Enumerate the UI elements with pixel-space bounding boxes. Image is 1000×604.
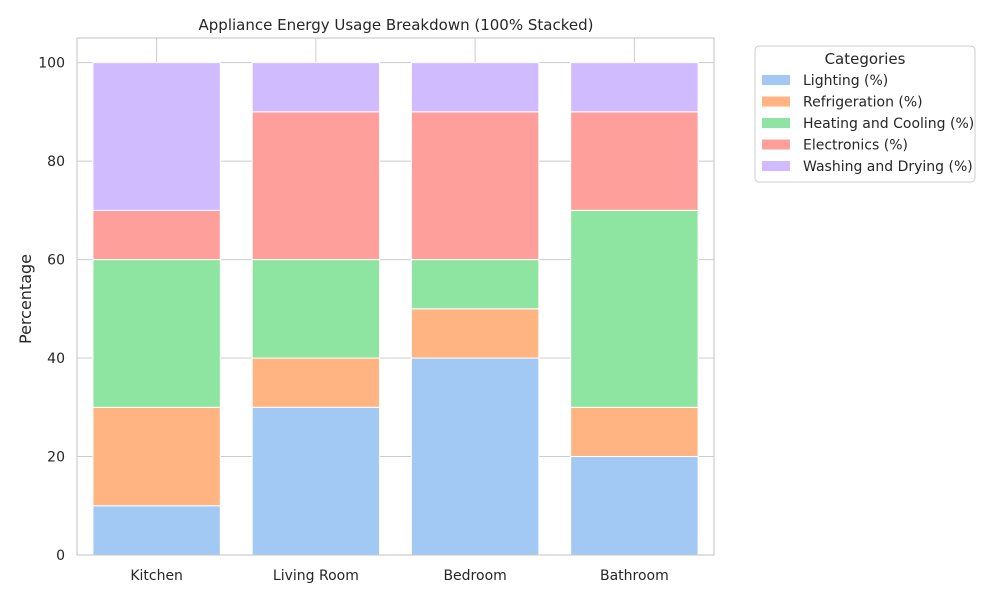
legend-frame (754, 45, 976, 183)
bar-segment (251, 259, 381, 359)
legend-label: Electronics (%) (803, 138, 908, 154)
bar-segment (251, 357, 381, 408)
y-tick-label: 40 (47, 351, 65, 367)
bar-segment (92, 505, 221, 556)
chart-title: Appliance Energy Usage Breakdown (100% S… (199, 16, 594, 34)
legend-label: Refrigeration (%) (803, 95, 923, 111)
bar-segment (570, 62, 699, 113)
legend-swatch (762, 96, 790, 107)
plot-frame (76, 37, 715, 556)
bar-segment (570, 406, 699, 458)
bar-segment (570, 456, 699, 556)
bar-segment (570, 111, 699, 211)
legend-label: Heating and Cooling (%) (803, 116, 974, 132)
bar-segment (92, 62, 221, 211)
y-tick-label: 20 (47, 450, 65, 466)
bar-segment (410, 357, 540, 556)
legend-label: Lighting (%) (803, 73, 888, 89)
x-tick-label: Bathroom (600, 568, 669, 584)
legend-swatch (762, 75, 790, 85)
x-tick-label: Living Room (273, 568, 359, 584)
bar-segment (410, 62, 540, 113)
bar-segment (410, 111, 540, 261)
legend-title: Categories (825, 50, 906, 68)
x-tick-label: Bedroom (443, 568, 506, 584)
bar-segment (410, 259, 540, 310)
bars (92, 62, 699, 556)
legend: Categories Lighting (%) Refrigeration (%)… (754, 45, 976, 183)
y-axis-title: Percentage (16, 254, 35, 344)
bar-segment (92, 209, 221, 261)
bar-segment (251, 406, 381, 556)
y-tick-label: 0 (56, 548, 65, 564)
bar-segment (410, 308, 540, 359)
bar-segment (92, 406, 221, 507)
legend-swatch (762, 161, 790, 171)
bar-segment (251, 62, 381, 113)
legend-swatch (762, 118, 790, 128)
x-tick-label: Kitchen (130, 568, 183, 584)
axes: 0 20 40 60 80 100 Kitchen Living Room Bedroom Bat… (38, 37, 715, 584)
bar-segment (92, 259, 221, 408)
bar-segment (570, 209, 699, 408)
y-tick-label: 60 (47, 253, 65, 269)
bar-segment (251, 111, 381, 261)
y-tick-label: 100 (38, 56, 65, 72)
y-tick-label: 80 (47, 154, 65, 170)
legend-swatch (762, 139, 790, 150)
legend-label: Washing and Drying (%) (803, 159, 973, 175)
